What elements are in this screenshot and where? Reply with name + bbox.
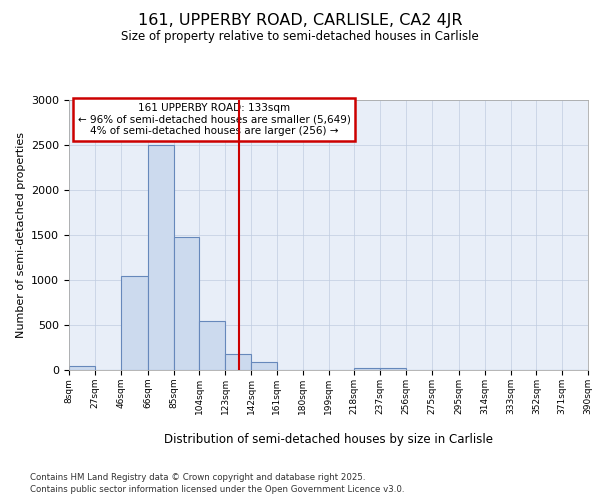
Bar bbox=[148, 145, 173, 370]
Text: Contains public sector information licensed under the Open Government Licence v3: Contains public sector information licen… bbox=[30, 485, 404, 494]
Bar bbox=[173, 237, 199, 370]
Bar bbox=[199, 322, 225, 370]
Bar bbox=[251, 362, 277, 370]
Bar bbox=[355, 368, 380, 370]
Text: Distribution of semi-detached houses by size in Carlisle: Distribution of semi-detached houses by … bbox=[164, 432, 493, 446]
Text: 161, UPPERBY ROAD, CARLISLE, CA2 4JR: 161, UPPERBY ROAD, CARLISLE, CA2 4JR bbox=[138, 12, 462, 28]
Bar bbox=[380, 368, 406, 370]
Bar bbox=[121, 276, 148, 370]
Y-axis label: Number of semi-detached properties: Number of semi-detached properties bbox=[16, 132, 26, 338]
Text: Contains HM Land Registry data © Crown copyright and database right 2025.: Contains HM Land Registry data © Crown c… bbox=[30, 472, 365, 482]
Text: Size of property relative to semi-detached houses in Carlisle: Size of property relative to semi-detach… bbox=[121, 30, 479, 43]
Text: 161 UPPERBY ROAD: 133sqm
← 96% of semi-detached houses are smaller (5,649)
4% of: 161 UPPERBY ROAD: 133sqm ← 96% of semi-d… bbox=[78, 102, 351, 136]
Bar bbox=[225, 354, 251, 370]
Bar bbox=[69, 366, 95, 370]
